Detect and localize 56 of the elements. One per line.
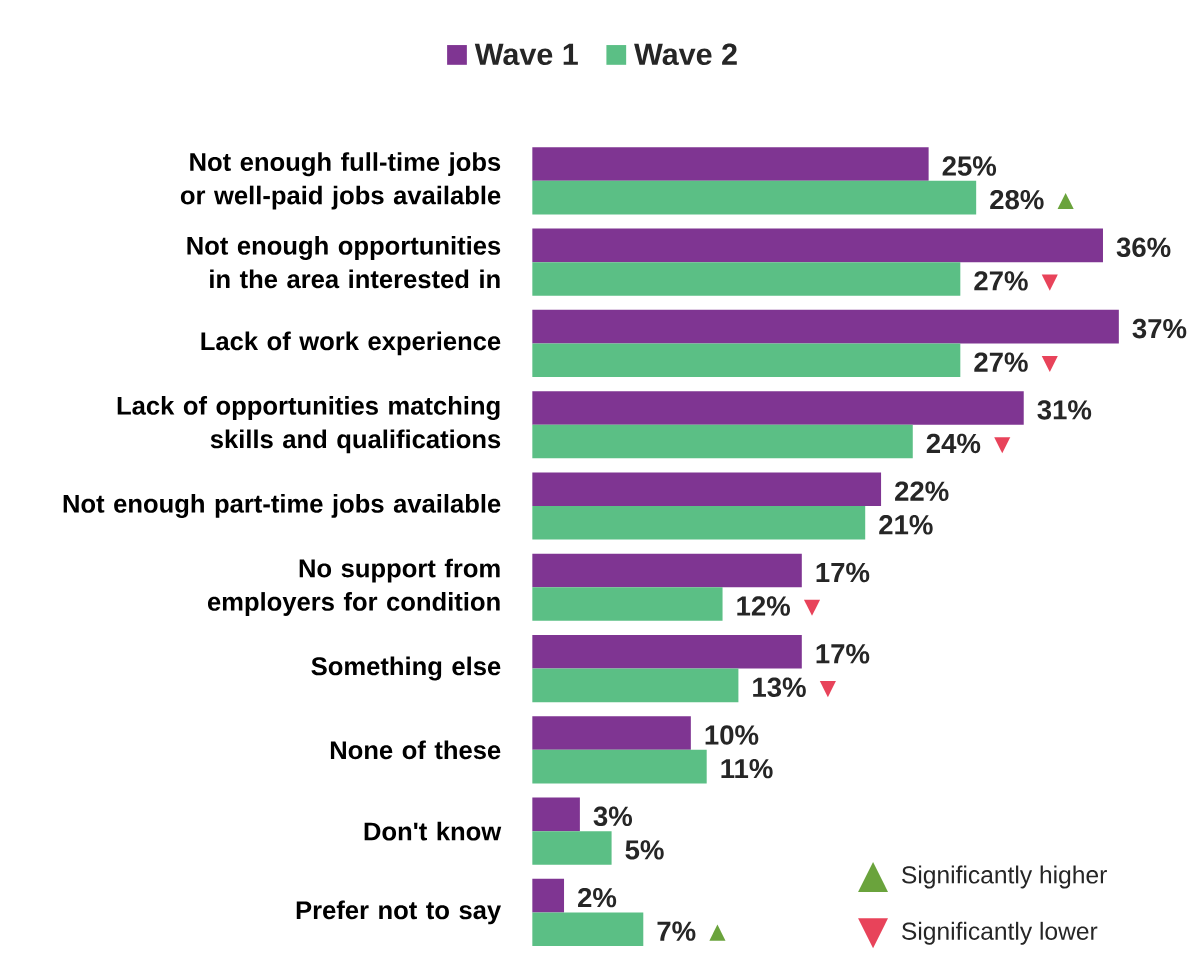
data-label: 17% — [816, 644, 870, 664]
bar — [532, 309, 1119, 344]
y-tick-label: Don't know — [364, 821, 502, 841]
data-label: 31% — [1037, 400, 1092, 420]
data-label: 17% — [816, 562, 870, 583]
bar — [532, 716, 691, 750]
y-tick-label: Something else — [311, 656, 501, 681]
y-tick-label: No support from employers for condition — [207, 558, 500, 616]
bar — [532, 391, 1024, 425]
bar — [532, 749, 707, 784]
bar — [532, 553, 802, 588]
annotation: Significantly lower — [902, 921, 1098, 945]
data-label: 7% ▲ — [657, 921, 726, 941]
bar — [532, 147, 929, 181]
bar — [532, 472, 882, 506]
y-tick-label: Lack of work experience — [201, 331, 501, 356]
data-label: 13% ▼ — [753, 677, 836, 698]
legend-label: Wave 1 — [474, 43, 578, 66]
annotation: ▲ — [858, 862, 889, 892]
data-label: 22% — [895, 481, 949, 501]
bar — [532, 506, 866, 540]
bar — [532, 797, 580, 832]
bar — [532, 228, 1103, 263]
data-label: 24% ▼ — [926, 433, 1011, 454]
annotation: ▼ — [858, 918, 889, 949]
data-label: 27% ▼ — [974, 352, 1058, 373]
y-tick-label: Not enough opportunities in the area interested in — [187, 236, 501, 289]
annotation: Significantly higher — [902, 865, 1107, 889]
bar — [532, 634, 802, 669]
data-label: 12% ▼ — [737, 596, 821, 616]
bar — [532, 262, 961, 296]
bar — [532, 912, 644, 946]
y-tick-label: Not enough part-time jobs available — [63, 494, 501, 518]
data-label: 11% — [721, 758, 773, 779]
data-label: 21% — [879, 515, 933, 535]
bar — [532, 831, 612, 865]
bar — [532, 424, 913, 459]
data-label: 2% — [578, 887, 617, 908]
y-tick-label: Prefer not to say — [296, 900, 502, 925]
data-label: 36% — [1116, 237, 1171, 258]
y-tick-label: None of these — [330, 740, 501, 760]
data-label: 27% ▼ — [974, 271, 1058, 291]
data-label: 37% — [1132, 318, 1187, 339]
data-label: 28% ▲ — [990, 189, 1074, 210]
bar — [532, 878, 565, 913]
data-label: 3% — [593, 806, 633, 827]
y-tick-label: Lack of opportunities matching skills and qualifications — [117, 396, 501, 454]
data-label: 5% — [625, 840, 664, 860]
bar — [532, 180, 977, 215]
legend-label: Wave 2 — [634, 43, 737, 66]
bar — [532, 587, 723, 621]
data-label: 10% — [705, 725, 759, 745]
y-tick-label: Not enough full-time jobs or well-paid jobs available — [180, 152, 501, 210]
bar — [532, 343, 961, 378]
bar — [532, 668, 739, 703]
data-label: 25% — [942, 156, 997, 176]
